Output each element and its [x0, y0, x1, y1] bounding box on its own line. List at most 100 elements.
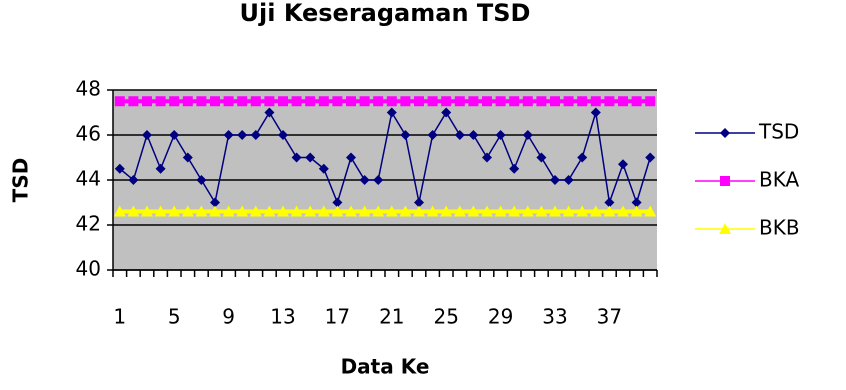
data-point	[127, 205, 140, 217]
data-point	[373, 96, 384, 107]
data-point	[346, 96, 356, 107]
y-tick-label: 42	[76, 212, 101, 236]
data-point	[590, 107, 601, 118]
data-point	[522, 96, 533, 107]
data-point	[645, 96, 656, 107]
y-tick-label: 44	[76, 167, 101, 191]
data-point	[522, 130, 533, 140]
data-point	[604, 197, 615, 208]
data-point	[577, 96, 588, 107]
data-point	[549, 205, 561, 217]
data-point	[563, 96, 574, 107]
data-point	[210, 96, 220, 107]
data-point	[589, 205, 602, 217]
data-point	[291, 96, 302, 107]
x-tick-label: 13	[270, 305, 295, 329]
data-point	[359, 96, 370, 107]
data-point	[142, 130, 152, 140]
data-point	[169, 130, 180, 140]
data-point	[169, 96, 180, 107]
data-point	[482, 152, 492, 163]
data-point	[168, 205, 181, 217]
data-point	[645, 152, 656, 163]
data-point	[358, 205, 371, 217]
data-point	[386, 107, 397, 118]
data-point	[563, 175, 574, 185]
legend-marker	[720, 128, 730, 138]
data-point	[113, 205, 126, 217]
data-point	[590, 96, 601, 107]
data-point	[237, 96, 248, 107]
data-point	[181, 205, 194, 217]
data-point	[141, 205, 153, 217]
data-point	[291, 152, 302, 163]
data-point	[400, 130, 411, 140]
data-point	[196, 96, 207, 107]
data-point	[617, 205, 629, 217]
data-point	[264, 107, 275, 118]
data-point	[222, 205, 235, 217]
data-point	[618, 96, 628, 107]
data-point	[440, 205, 453, 217]
data-point	[495, 96, 506, 107]
x-tick-label: 25	[433, 305, 458, 329]
data-point	[426, 205, 439, 217]
data-point	[155, 96, 166, 107]
data-point	[427, 130, 438, 140]
data-point	[278, 96, 288, 107]
data-point	[509, 163, 520, 174]
x-tick-label: 5	[168, 305, 181, 329]
data-point	[482, 96, 492, 107]
data-point	[550, 96, 560, 107]
data-point	[373, 175, 384, 185]
data-point	[550, 175, 560, 185]
data-point	[210, 197, 220, 208]
data-point	[576, 205, 589, 217]
data-point	[385, 205, 398, 217]
data-point	[577, 152, 588, 163]
data-point	[453, 205, 466, 217]
x-tick-label: 9	[222, 305, 235, 329]
data-point	[631, 96, 642, 107]
data-point	[536, 96, 547, 107]
data-point	[618, 159, 628, 170]
data-point	[441, 96, 452, 107]
y-axis-title: TSD	[9, 158, 33, 203]
data-point	[250, 130, 261, 140]
data-point	[128, 96, 139, 107]
data-point	[290, 205, 303, 217]
data-point	[318, 163, 329, 174]
data-point	[372, 205, 385, 217]
data-point	[468, 96, 479, 107]
data-point	[494, 205, 507, 217]
data-point	[128, 175, 139, 185]
data-point	[318, 96, 329, 107]
data-point	[414, 197, 424, 208]
y-tick-label: 48	[76, 77, 101, 101]
data-point	[237, 130, 248, 140]
data-point	[414, 96, 424, 107]
data-point	[521, 205, 534, 217]
data-point	[386, 96, 397, 107]
data-point	[441, 107, 452, 118]
data-point	[400, 96, 411, 107]
data-point	[332, 96, 343, 107]
data-point	[332, 197, 343, 208]
data-point	[536, 152, 547, 163]
data-point	[562, 205, 575, 217]
data-point	[236, 205, 249, 217]
data-point	[209, 205, 221, 217]
x-tick-label: 37	[597, 305, 622, 329]
y-tick-label: 40	[76, 257, 101, 281]
x-tick-label: 21	[379, 305, 404, 329]
x-tick-label: 1	[113, 305, 126, 329]
data-point	[413, 205, 425, 217]
data-point	[304, 205, 317, 217]
data-point	[223, 96, 234, 107]
legend-marker	[719, 223, 731, 234]
data-point	[454, 130, 465, 140]
x-tick-label: 33	[542, 305, 567, 329]
data-point	[317, 205, 330, 217]
data-point	[468, 130, 479, 140]
